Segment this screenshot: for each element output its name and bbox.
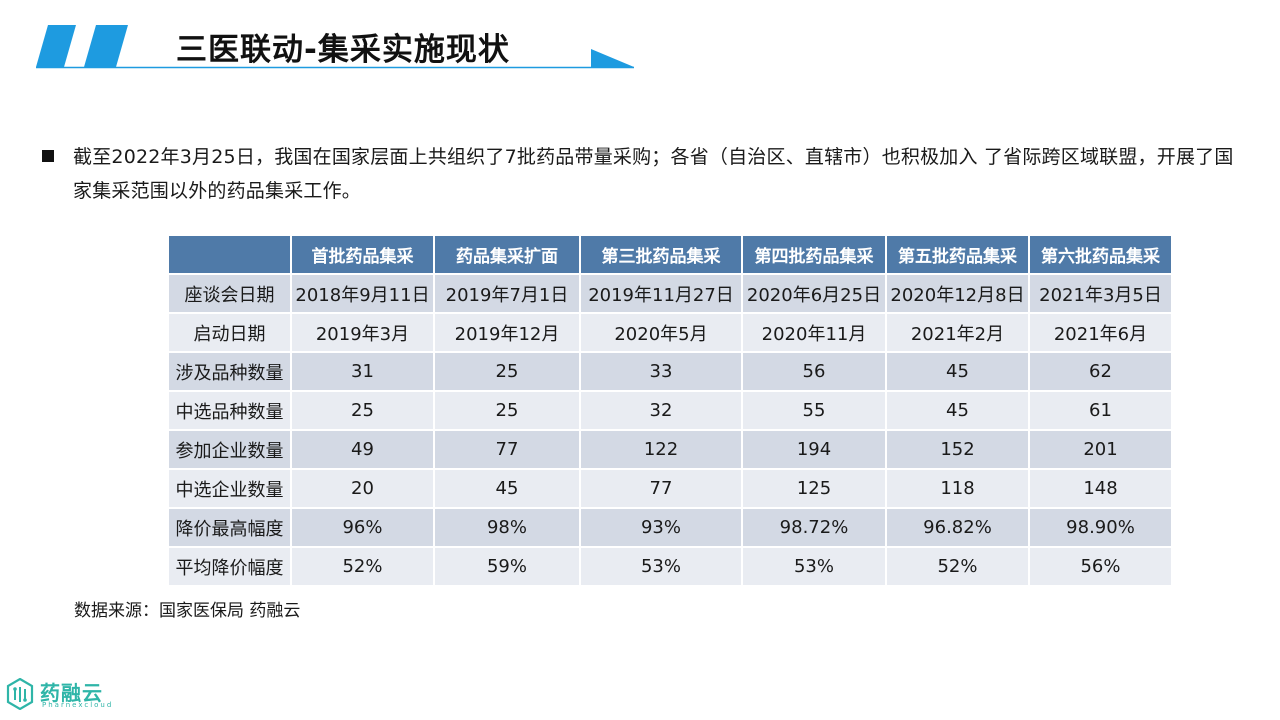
logo-name-cn: 药融云	[40, 681, 103, 705]
table-header-row: 首批药品集采 药品集采扩面 第三批药品集采 第四批药品集采 第五批药品集采 第六…	[167, 234, 1173, 275]
row-label: 平均降价幅度	[167, 546, 292, 587]
data-source-note: 数据来源：国家医保局 药融云	[74, 601, 301, 621]
table-cell: 201	[1028, 429, 1173, 470]
table-cell: 55	[741, 390, 887, 431]
bullet-item: 截至2022年3月25日，我国在国家层面上共组织了7批药品带量采购；各省（自治区…	[42, 140, 1237, 208]
row-label: 座谈会日期	[167, 273, 292, 314]
table-cell: 2021年2月	[885, 312, 1030, 353]
table-cell: 20	[290, 468, 435, 509]
header-decoration	[36, 25, 634, 69]
table-cell: 194	[741, 429, 887, 470]
table-header-cell: 第五批药品集采	[885, 234, 1030, 275]
table-cell: 31	[290, 351, 435, 392]
table-cell: 118	[885, 468, 1030, 509]
table-cell: 33	[579, 351, 743, 392]
table-cell: 2019年7月1日	[433, 273, 581, 314]
table-row: 涉及品种数量 31 25 33 56 45 62	[167, 351, 1173, 392]
table-cell: 93%	[579, 507, 743, 548]
table-cell: 77	[579, 468, 743, 509]
table-cell: 45	[885, 351, 1030, 392]
row-label: 中选企业数量	[167, 468, 292, 509]
header-stripe-2	[84, 25, 128, 67]
table-cell: 52%	[290, 546, 435, 587]
table-header-cell: 第六批药品集采	[1028, 234, 1173, 275]
table-cell: 2018年9月11日	[290, 273, 435, 314]
table-cell: 96%	[290, 507, 435, 548]
table-header-corner	[167, 234, 292, 275]
table-row: 降价最高幅度 96% 98% 93% 98.72% 96.82% 98.90%	[167, 507, 1173, 548]
page-title: 三医联动-集采实施现状	[176, 32, 510, 68]
row-label: 参加企业数量	[167, 429, 292, 470]
row-label: 启动日期	[167, 312, 292, 353]
row-label: 涉及品种数量	[167, 351, 292, 392]
table-cell: 148	[1028, 468, 1173, 509]
table-row: 参加企业数量 49 77 122 194 152 201	[167, 429, 1173, 470]
table-header-cell: 药品集采扩面	[433, 234, 581, 275]
row-label: 中选品种数量	[167, 390, 292, 431]
table-row: 平均降价幅度 52% 59% 53% 53% 52% 56%	[167, 546, 1173, 587]
table-cell: 152	[885, 429, 1030, 470]
table-header-cell: 第三批药品集采	[579, 234, 743, 275]
table-row: 中选企业数量 20 45 77 125 118 148	[167, 468, 1173, 509]
table-cell: 32	[579, 390, 743, 431]
brand-logo: 药融云 Pharnexcloud	[6, 676, 116, 714]
table-cell: 2020年12月8日	[885, 273, 1030, 314]
row-label: 降价最高幅度	[167, 507, 292, 548]
table-cell: 98.90%	[1028, 507, 1173, 548]
table-cell: 2020年6月25日	[741, 273, 887, 314]
table-row: 启动日期 2019年3月 2019年12月 2020年5月 2020年11月 2…	[167, 312, 1173, 353]
table-cell: 2019年11月27日	[579, 273, 743, 314]
table-cell: 53%	[741, 546, 887, 587]
table-cell: 2020年11月	[741, 312, 887, 353]
table-header-cell: 首批药品集采	[290, 234, 435, 275]
table-cell: 2021年3月5日	[1028, 273, 1173, 314]
bullet-square-icon	[42, 150, 54, 162]
table-row: 中选品种数量 25 25 32 55 45 61	[167, 390, 1173, 431]
table-cell: 25	[290, 390, 435, 431]
table-cell: 62	[1028, 351, 1173, 392]
table-cell: 2020年5月	[579, 312, 743, 353]
logo-name-en: Pharnexcloud	[42, 701, 114, 709]
table-cell: 25	[433, 390, 581, 431]
table-cell: 53%	[579, 546, 743, 587]
table-cell: 125	[741, 468, 887, 509]
table-cell: 49	[290, 429, 435, 470]
table-cell: 98.72%	[741, 507, 887, 548]
collection-batches-table: 首批药品集采 药品集采扩面 第三批药品集采 第四批药品集采 第五批药品集采 第六…	[167, 234, 1173, 587]
table-cell: 98%	[433, 507, 581, 548]
table-header-cell: 第四批药品集采	[741, 234, 887, 275]
table-cell: 2021年6月	[1028, 312, 1173, 353]
table-cell: 56%	[1028, 546, 1173, 587]
header-stripe-1	[36, 25, 76, 67]
table-cell: 56	[741, 351, 887, 392]
table-cell: 2019年3月	[290, 312, 435, 353]
table-row: 座谈会日期 2018年9月11日 2019年7月1日 2019年11月27日 2…	[167, 273, 1173, 314]
header-arrow	[591, 49, 634, 67]
hexagon-circuit-icon	[6, 678, 34, 710]
table-cell: 96.82%	[885, 507, 1030, 548]
table-cell: 77	[433, 429, 581, 470]
table-cell: 2019年12月	[433, 312, 581, 353]
table-cell: 122	[579, 429, 743, 470]
table-cell: 61	[1028, 390, 1173, 431]
table-cell: 45	[885, 390, 1030, 431]
table-cell: 45	[433, 468, 581, 509]
table-cell: 59%	[433, 546, 581, 587]
bullet-text: 截至2022年3月25日，我国在国家层面上共组织了7批药品带量采购；各省（自治区…	[73, 146, 1234, 202]
table-cell: 25	[433, 351, 581, 392]
table-cell: 52%	[885, 546, 1030, 587]
